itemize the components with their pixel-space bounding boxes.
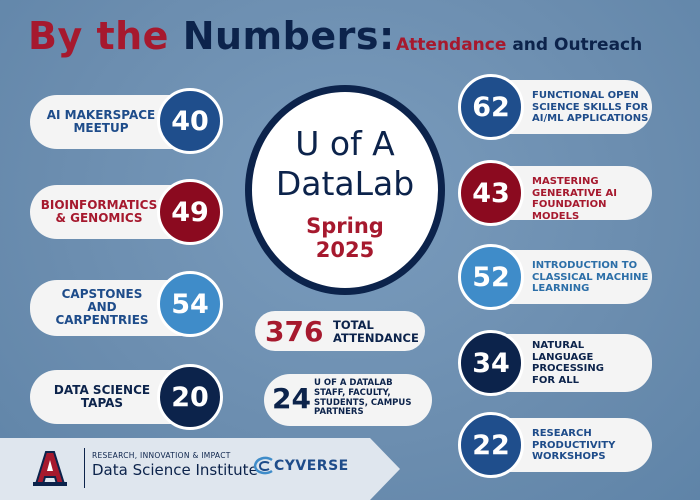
footer-divider: [84, 448, 85, 488]
stat-value-circle: 20: [157, 364, 223, 430]
stat-label: RESEARCH PRODUCTIVITY WORKSHOPS: [532, 428, 616, 462]
subtitle-part2: and Outreach: [512, 35, 643, 55]
stat-value-circle: 49: [157, 179, 223, 245]
staff-label: U OF A DATALAB STAFF, FACULTY, STUDENTS, C…: [314, 378, 412, 418]
page-subtitle: Attendance and Outreach: [396, 35, 642, 55]
cyverse-icon: [253, 456, 273, 475]
stat-label: NATURAL LANGUAGE PROCESSING FOR ALL: [532, 340, 604, 386]
stat-label: FUNCTIONAL OPEN SCIENCE SKILLS FOR AI/ML A…: [532, 90, 649, 124]
title-part1: By the: [28, 14, 169, 58]
subtitle-part1: Attendance: [396, 35, 507, 55]
total-attendance-label: TOTAL ATTENDANCE: [333, 318, 419, 345]
stat-value-circle: 34: [458, 330, 524, 396]
footer-institute: Data Science Institute: [92, 461, 258, 479]
stat-value-circle: 43: [458, 160, 524, 226]
stat-value-circle: 52: [458, 244, 524, 310]
stat-label: AI MAKERSPACE MEETUP: [46, 108, 156, 135]
stat-value-circle: 54: [157, 271, 223, 337]
total-attendance-value: 376: [265, 315, 324, 348]
footer-band: [0, 438, 400, 500]
stat-label: MASTERING GENERATIVE AI FOUNDATION MODELS: [532, 176, 617, 222]
stat-label: CAPSTONES AND CARPENTRIES: [55, 287, 149, 327]
university-a-logo: [33, 451, 67, 486]
stat-value-circle: 40: [157, 88, 223, 154]
staff-pill: 24 U OF A DATALAB STAFF, FACULTY, STUDENTS…: [264, 374, 432, 426]
staff-value: 24: [272, 382, 311, 415]
cyverse-logo-text: CYVERSE: [274, 458, 349, 474]
stat-value-circle: 22: [458, 412, 524, 478]
stat-label: BIOINFORMATICS & GENOMICS: [40, 198, 158, 225]
datalab-title: U of A DataLab: [275, 124, 415, 203]
stat-label: INTRODUCTION TO CLASSICAL MACHINE LEARNING: [532, 260, 649, 294]
semester-label: Spring 2025: [306, 214, 384, 262]
footer-tagline: RESEARCH, INNOVATION & IMPACT: [92, 451, 231, 460]
total-attendance-pill: 376 TOTAL ATTENDANCE: [255, 311, 425, 351]
stat-label: DATA SCIENCE TAPAS: [53, 383, 151, 410]
title-part2: Numbers:: [182, 14, 395, 58]
page-title: By the Numbers:: [28, 14, 395, 58]
title-bar: By the Numbers: Attendance and Outreach: [0, 0, 700, 72]
center-oval: U of A DataLab Spring 2025: [245, 85, 445, 295]
stat-value-circle: 62: [458, 74, 524, 140]
